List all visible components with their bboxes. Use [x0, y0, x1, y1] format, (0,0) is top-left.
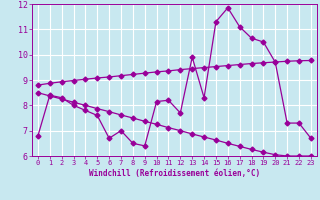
- X-axis label: Windchill (Refroidissement éolien,°C): Windchill (Refroidissement éolien,°C): [89, 169, 260, 178]
